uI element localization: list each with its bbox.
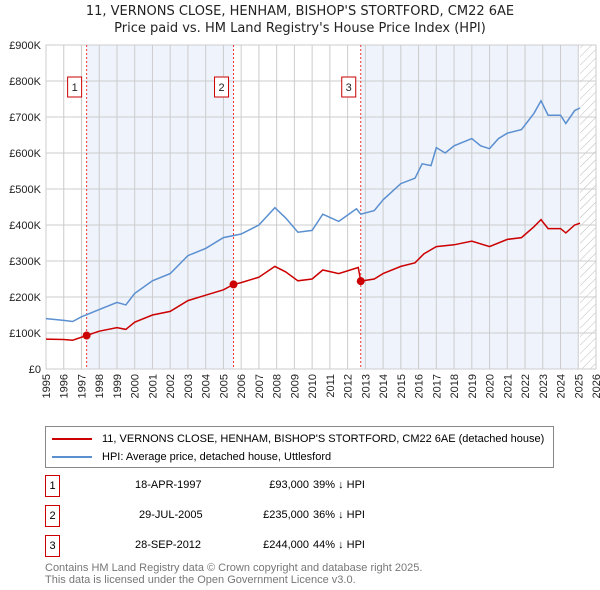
x-tick-label: 2016 xyxy=(414,374,426,398)
y-tick-label: £100K xyxy=(9,328,41,340)
sale-point xyxy=(356,277,365,286)
sale-price: £235,000 xyxy=(263,509,309,521)
x-tick-label: 2015 xyxy=(396,374,408,398)
sale-marker-badge: 2 xyxy=(45,505,60,527)
shaded-period xyxy=(86,45,234,369)
x-tick-label: 2026 xyxy=(591,374,600,398)
x-tick-label: 2010 xyxy=(307,374,319,398)
x-tick-label: 1995 xyxy=(41,374,53,398)
x-tick-label: 2024 xyxy=(556,374,568,398)
sale-price: £244,000 xyxy=(263,539,309,551)
x-tick-label: 2012 xyxy=(343,374,355,398)
y-tick-label: £900K xyxy=(9,40,41,52)
x-tick-label: 2002 xyxy=(165,374,177,398)
shaded-period xyxy=(360,45,579,369)
x-tick-label: 2005 xyxy=(218,374,230,398)
y-tick-label: £200K xyxy=(9,292,41,304)
sale-point xyxy=(229,280,238,289)
x-tick-label: 2014 xyxy=(378,374,390,398)
sale-marker-badge: 1 xyxy=(45,475,60,497)
property-price-line xyxy=(45,218,581,341)
x-tick-label: 1998 xyxy=(94,374,106,398)
chart-subtitle: Price paid vs. HM Land Registry's House … xyxy=(114,21,486,36)
sale-row: 3 28-SEP-2012 £244,000 44% ↓ HPI xyxy=(45,535,545,557)
x-tick-label: 2022 xyxy=(520,374,532,398)
sale-marker-label: 3 xyxy=(346,82,352,94)
blue-line-swatch xyxy=(52,456,92,458)
sale-date: 29-JUL-2005 xyxy=(139,509,203,521)
x-tick-label: 2019 xyxy=(467,374,479,398)
sale-marker-label: 2 xyxy=(218,82,224,94)
price-chart: 1995 1996 1997 1998 1999 2000 2001 2002 2003 2004… xyxy=(9,40,600,398)
y-tick-label: £700K xyxy=(9,112,41,124)
chart-title: 11, VERNONS CLOSE, HENHAM, BISHOP'S STOR… xyxy=(85,4,515,19)
hpi-line xyxy=(45,99,581,323)
sale-price: £93,000 xyxy=(269,479,309,491)
legend-item-property: 11, VERNONS CLOSE, HENHAM, BISHOP'S STOR… xyxy=(52,432,544,446)
sale-hpi-diff: 36% ↓ HPI xyxy=(313,509,365,521)
x-tick-label: 2018 xyxy=(449,374,461,398)
plot-border xyxy=(45,44,597,370)
sale-marker-label: 1 xyxy=(72,82,78,94)
x-tick-label: 1996 xyxy=(59,374,71,398)
x-tick-label: 2004 xyxy=(201,374,213,398)
sale-date: 18-APR-1997 xyxy=(135,479,202,491)
x-tick-label: 2001 xyxy=(147,374,159,398)
x-tick-label: 2017 xyxy=(431,374,443,398)
x-tick-label: 2021 xyxy=(502,374,514,398)
x-tick-label: 2011 xyxy=(325,374,337,398)
legend-label-hpi: HPI: Average price, detached house, Uttl… xyxy=(102,451,332,463)
x-tick-label: 2013 xyxy=(360,374,372,398)
y-tick-label: £600K xyxy=(9,148,41,160)
y-tick-label: £0 xyxy=(29,364,41,376)
sale-marker-box xyxy=(341,76,357,98)
sale-row: 1 18-APR-1997 £93,000 39% ↓ HPI xyxy=(45,475,545,497)
y-tick-label: £400K xyxy=(9,220,41,232)
sale-hpi-diff: 39% ↓ HPI xyxy=(313,479,365,491)
x-tick-label: 2000 xyxy=(130,374,142,398)
x-tick-label: 2020 xyxy=(485,374,497,398)
sale-marker-box xyxy=(214,76,230,98)
legend-label-property: 11, VERNONS CLOSE, HENHAM, BISHOP'S STOR… xyxy=(102,433,545,445)
red-line-swatch xyxy=(52,438,92,440)
legend-item-hpi: HPI: Average price, detached house, Uttl… xyxy=(52,450,331,464)
y-tick-label: £500K xyxy=(9,184,41,196)
sale-hpi-diff: 44% ↓ HPI xyxy=(313,539,365,551)
footer-copyright: Contains HM Land Registry data © Crown c… xyxy=(45,562,423,574)
x-tick-label: 2023 xyxy=(538,374,550,398)
sale-date: 28-SEP-2012 xyxy=(135,539,202,551)
y-tick-label: £800K xyxy=(9,76,41,88)
legend: 11, VERNONS CLOSE, HENHAM, BISHOP'S STOR… xyxy=(45,426,554,468)
sale-marker-badge: 3 xyxy=(45,535,60,557)
sale-row: 2 29-JUL-2005 £235,000 36% ↓ HPI xyxy=(45,505,545,527)
x-tick-label: 2025 xyxy=(573,374,585,398)
forecast-hatch xyxy=(580,45,596,369)
sale-point xyxy=(82,331,91,340)
x-tick-label: 1997 xyxy=(76,374,88,398)
footer-licence: This data is licensed under the Open Gov… xyxy=(45,574,356,586)
x-tick-label: 2007 xyxy=(254,374,266,398)
y-tick-label: £300K xyxy=(9,256,41,268)
sale-marker-box xyxy=(67,76,83,98)
x-tick-label: 2003 xyxy=(183,374,195,398)
x-tick-label: 2006 xyxy=(236,374,248,398)
footer: Contains HM Land Registry data © Crown c… xyxy=(45,562,422,586)
x-tick-label: 2008 xyxy=(272,374,284,398)
x-tick-label: 1999 xyxy=(112,374,124,398)
x-tick-label: 2009 xyxy=(289,374,301,398)
